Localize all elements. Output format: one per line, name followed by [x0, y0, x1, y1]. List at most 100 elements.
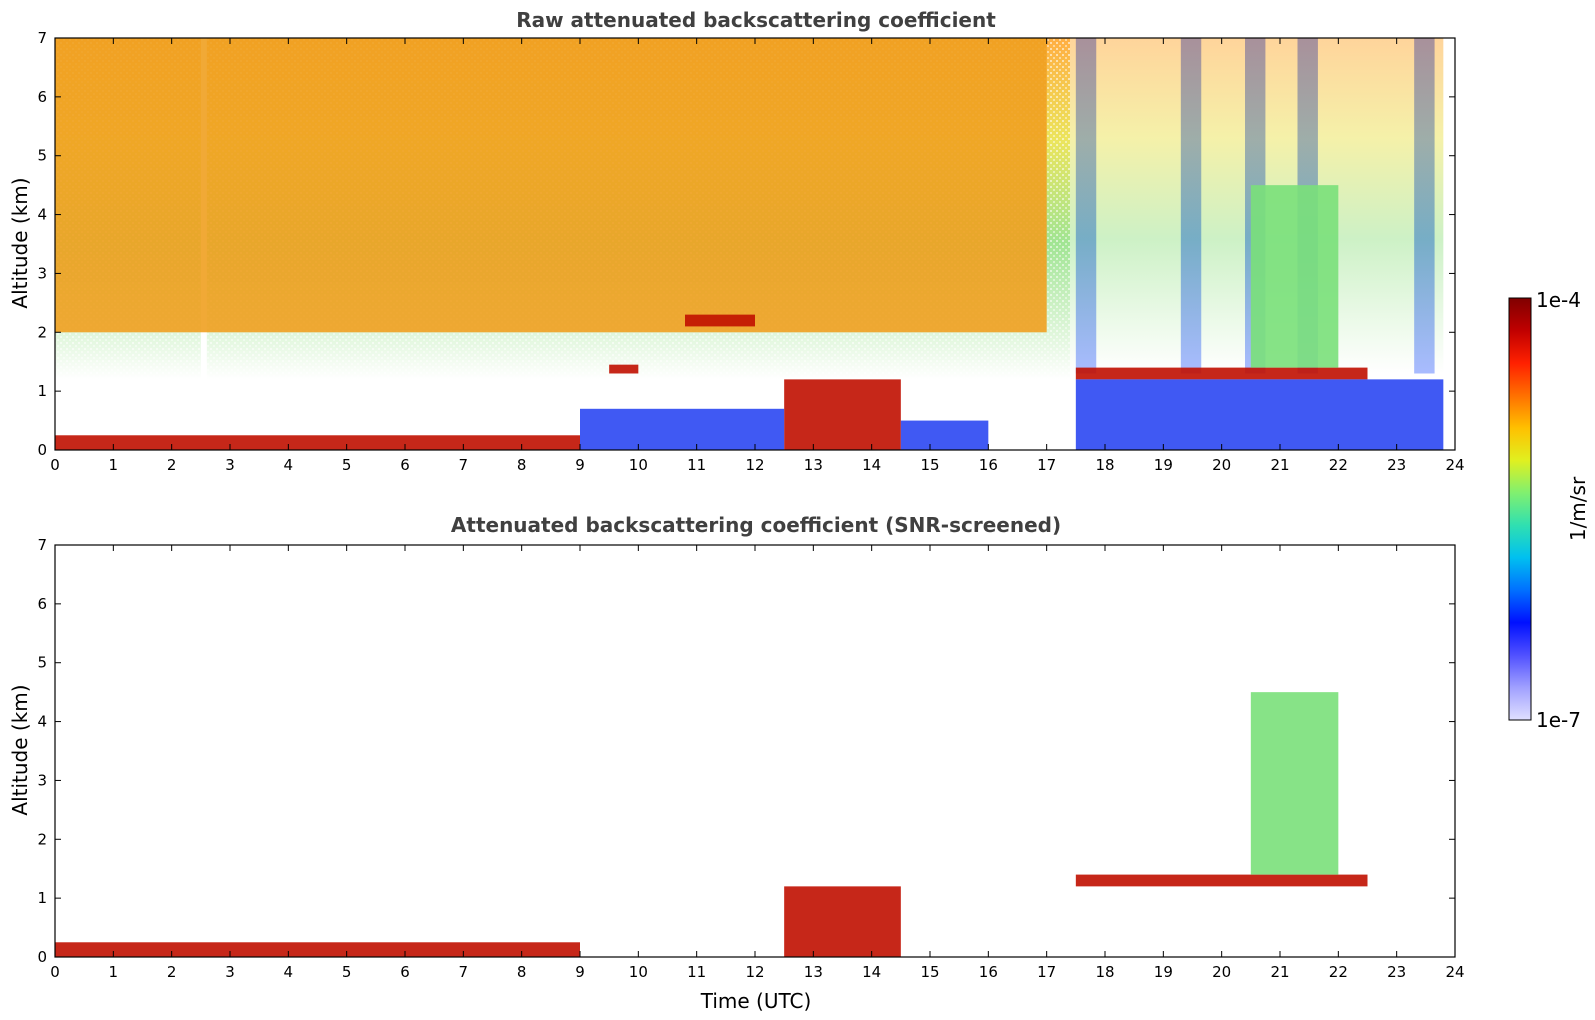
x-axis-label: Time (UTC) — [700, 989, 812, 1013]
x-tick-label: 11 — [687, 963, 706, 981]
colorbar-min-label: 1e-7 — [1536, 708, 1581, 732]
x-tick-label: 24 — [1445, 963, 1464, 981]
y-axis-label: Altitude (km) — [8, 684, 32, 815]
x-tick-label: 22 — [1329, 456, 1348, 474]
x-tick-label: 20 — [1212, 456, 1231, 474]
x-tick-label: 15 — [920, 456, 939, 474]
x-tick-label: 17 — [1037, 456, 1056, 474]
feature-surface-layer — [55, 942, 580, 957]
colorbar-max-label: 1e-4 — [1536, 288, 1581, 312]
x-tick-label: 23 — [1387, 963, 1406, 981]
x-tick-label: 7 — [459, 456, 469, 474]
y-tick-label: 0 — [37, 441, 47, 459]
x-tick-label: 16 — [979, 456, 998, 474]
x-tick-label: 9 — [575, 963, 585, 981]
y-tick-label: 0 — [37, 948, 47, 966]
x-tick-label: 21 — [1270, 456, 1289, 474]
x-tick-label: 13 — [804, 963, 823, 981]
x-tick-label: 20 — [1212, 963, 1231, 981]
x-tick-label: 6 — [400, 963, 410, 981]
x-tick-label: 4 — [284, 963, 294, 981]
feature-boundary-layer-12-5-14-5h — [784, 886, 901, 957]
x-tick-label: 23 — [1387, 456, 1406, 474]
x-tick-label: 14 — [862, 456, 881, 474]
x-tick-label: 8 — [517, 963, 527, 981]
x-tick-label: 18 — [1095, 456, 1114, 474]
x-tick-label: 4 — [284, 456, 294, 474]
y-axis-ticks: 0 1 2 3 4 5 6 7 — [37, 536, 1455, 966]
x-tick-label: 11 — [687, 456, 706, 474]
x-tick-label: 22 — [1329, 963, 1348, 981]
colorbar-scale — [1508, 297, 1532, 721]
x-tick-label: 6 — [400, 456, 410, 474]
x-tick-label: 5 — [342, 456, 352, 474]
x-tick-label: 24 — [1445, 456, 1464, 474]
feature-cloud-layer-17-5-22-5h — [1075, 874, 1368, 887]
x-tick-label: 21 — [1270, 963, 1289, 981]
y-tick-label: 2 — [37, 323, 47, 341]
x-tick-label: 10 — [629, 456, 648, 474]
x-tick-label: 1 — [109, 456, 119, 474]
y-tick-label: 4 — [37, 713, 47, 731]
y-axis-label: Altitude (km) — [8, 177, 32, 308]
y-tick-label: 7 — [37, 29, 47, 47]
feature-cloud-11-12h — [685, 314, 755, 327]
feature-surface-layer — [55, 435, 580, 450]
x-tick-label: 18 — [1095, 963, 1114, 981]
x-tick-label: 12 — [745, 456, 764, 474]
x-tick-label: 19 — [1154, 456, 1173, 474]
y-tick-label: 7 — [37, 536, 47, 554]
feature-boundary-layer-17-5-23-8h — [1075, 379, 1444, 450]
colorbar: 1e-4 1e-7 1/m/sr — [1508, 288, 1590, 732]
y-tick-label: 5 — [37, 654, 47, 672]
panel-snr-screened: Attenuated backscattering coefficient (S… — [8, 513, 1465, 1013]
x-tick-label: 13 — [804, 456, 823, 474]
panel-title: Attenuated backscattering coefficient (S… — [451, 513, 1061, 537]
feature-aerosol-14-5-16h — [900, 420, 989, 450]
colorbar-unit-label: 1/m/sr — [1566, 476, 1590, 541]
plot-frame — [54, 544, 1456, 958]
heatmap-screened — [55, 692, 1368, 957]
x-tick-label: 7 — [459, 963, 469, 981]
x-tick-label: 2 — [167, 963, 177, 981]
y-tick-label: 6 — [37, 88, 47, 106]
x-axis-ticks: 0 1 2 3 4 5 6 7 8 9 10 11 12 13 14 15 16 17 18 19 20 21 22 23 24 — [50, 38, 1465, 474]
x-tick-label: 14 — [862, 963, 881, 981]
panel-title: Raw attenuated backscattering coefficien… — [516, 8, 996, 32]
x-tick-label: 19 — [1154, 963, 1173, 981]
x-tick-label: 1 — [109, 963, 119, 981]
x-tick-label: 3 — [225, 456, 235, 474]
feature-aerosol-9-12-5h — [580, 408, 785, 450]
y-tick-label: 3 — [37, 771, 47, 789]
x-tick-label: 2 — [167, 456, 177, 474]
x-tick-label: 17 — [1037, 963, 1056, 981]
y-tick-label: 2 — [37, 830, 47, 848]
y-tick-label: 1 — [37, 382, 47, 400]
x-tick-label: 16 — [979, 963, 998, 981]
feature-plume-20-5-22h — [1250, 185, 1339, 368]
y-tick-label: 6 — [37, 595, 47, 613]
x-axis-ticks: 0 1 2 3 4 5 6 7 8 9 10 11 12 13 14 15 16 17 18 19 20 21 22 23 24 — [50, 545, 1465, 981]
x-tick-label: 0 — [50, 963, 60, 981]
feature-boundary-layer-12-5-14-5h — [784, 379, 901, 450]
x-tick-label: 12 — [745, 963, 764, 981]
x-tick-label: 3 — [225, 963, 235, 981]
x-tick-label: 0 — [50, 456, 60, 474]
y-axis-ticks: 0 1 2 3 4 5 6 7 — [37, 29, 1455, 459]
feature-cloud-9-5h — [609, 364, 639, 374]
panel-raw: Raw attenuated backscattering coefficien… — [8, 8, 1465, 474]
y-tick-label: 3 — [37, 264, 47, 282]
x-tick-label: 5 — [342, 963, 352, 981]
y-tick-label: 5 — [37, 147, 47, 165]
y-tick-label: 1 — [37, 889, 47, 907]
feature-noisy-upper-background — [55, 38, 1047, 333]
x-tick-label: 8 — [517, 456, 527, 474]
feature-cloud-layer-17-5-22-5h — [1075, 367, 1368, 380]
x-tick-label: 9 — [575, 456, 585, 474]
y-tick-label: 4 — [37, 206, 47, 224]
heatmap-raw — [55, 38, 1444, 450]
feature-plume-20-5-22h — [1250, 692, 1339, 875]
x-tick-label: 15 — [920, 963, 939, 981]
x-tick-label: 10 — [629, 963, 648, 981]
